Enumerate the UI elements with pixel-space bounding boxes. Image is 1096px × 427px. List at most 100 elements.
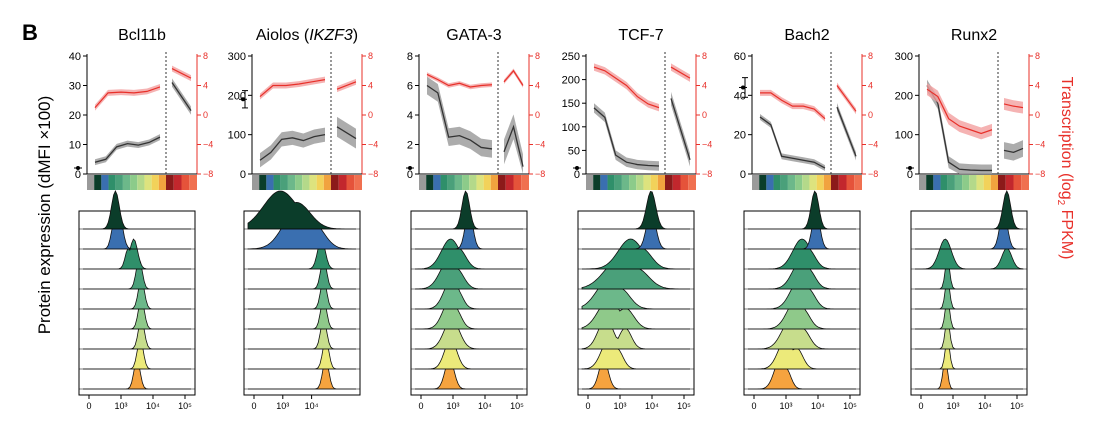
panel-title-main: GATA-3 xyxy=(446,27,502,44)
left-tick-label: 0 xyxy=(907,169,913,181)
strip-cell xyxy=(266,175,274,190)
protein-line-post xyxy=(171,82,192,111)
strip-cell xyxy=(983,175,991,190)
rna-line-post xyxy=(836,85,857,112)
right-tick-label: 8 xyxy=(702,51,707,61)
hist-tick-label: 0 xyxy=(585,401,590,411)
hist-tick-label: 10⁴ xyxy=(645,401,659,411)
strip-cell xyxy=(636,175,644,190)
panel-title: Bcl11b xyxy=(118,27,166,44)
left-tick-label: 100 xyxy=(562,122,580,134)
strip-cell xyxy=(933,175,941,190)
right-tick-label: −4 xyxy=(868,140,878,150)
panel-title-main: Bach2 xyxy=(784,27,829,44)
hist-tick-label: 0 xyxy=(418,401,423,411)
strip-cell xyxy=(831,175,839,190)
histogram-row xyxy=(83,238,191,270)
strip-cell xyxy=(273,175,281,190)
left-tick-label: 300 xyxy=(895,51,913,63)
strip-cell xyxy=(795,175,803,190)
strip-cell xyxy=(287,175,296,190)
protein-band xyxy=(260,127,325,168)
strip-cell xyxy=(838,175,847,190)
strip-cell xyxy=(780,175,788,190)
panel-title-main: Aiolos ( xyxy=(256,27,310,44)
strip-cell xyxy=(1005,175,1014,190)
strip-cell xyxy=(144,175,152,190)
rna-line-post xyxy=(171,68,192,79)
strip-cell xyxy=(426,175,434,190)
strip-cell xyxy=(766,175,774,190)
strip-cell xyxy=(302,175,310,190)
right-tick-label: −4 xyxy=(1035,140,1045,150)
panel-title: Bach2 xyxy=(784,27,829,44)
right-tick-label: 4 xyxy=(1035,81,1040,91)
strip-cell xyxy=(505,175,514,190)
left-tick-label: 0 xyxy=(574,169,580,181)
hist-tick-label: 0 xyxy=(86,401,91,411)
right-tick-label: 8 xyxy=(868,51,873,61)
right-tick-label: 8 xyxy=(368,51,373,61)
strip-cell xyxy=(665,175,673,190)
protein-line-post xyxy=(336,126,357,140)
rna-line xyxy=(426,73,493,88)
left-tick-label: 30 xyxy=(69,81,81,93)
protein-line-post xyxy=(503,124,524,167)
right-tick-label: −4 xyxy=(203,140,213,150)
left-tick-label: 2 xyxy=(407,140,413,152)
left-tick-label: 40 xyxy=(734,90,746,102)
panel-4: Bach2 0 20 40 60 −8 −4 0 4 8 0 10³ 10⁴ 10⁵ xyxy=(734,27,879,411)
protein-band xyxy=(594,103,659,171)
hist-tick-label: 10⁴ xyxy=(146,401,160,411)
strip-cell xyxy=(643,175,651,190)
right-tick-label: −4 xyxy=(702,140,712,150)
panel-0: Bcl11b 0 10 20 30 40 −8 −4 0 4 8 0 10³ 10⁴ 10⁵ xyxy=(69,27,214,411)
strip-cell xyxy=(316,175,324,190)
hist-tick-label: 10⁴ xyxy=(811,401,825,411)
right-tick-label: 8 xyxy=(1035,51,1040,61)
right-tick-label: 4 xyxy=(868,81,873,91)
strip-cell xyxy=(759,175,767,190)
right-tick-label: −4 xyxy=(368,140,378,150)
panel-title-main: Runx2 xyxy=(951,27,997,44)
right-tick-label: 8 xyxy=(203,51,208,61)
strip-cell xyxy=(94,175,102,190)
strip-cell xyxy=(926,175,934,190)
hist-tick-label: 10⁴ xyxy=(978,401,992,411)
hist-tick-label: 0 xyxy=(918,401,923,411)
panel-title: GATA-3 xyxy=(446,27,502,44)
strip-cell xyxy=(586,175,594,190)
strip-cell xyxy=(440,175,448,190)
strip-cell xyxy=(447,175,455,190)
strip-cell xyxy=(919,175,927,190)
strip-cell xyxy=(846,175,855,190)
strip-cell xyxy=(809,175,817,190)
histogram-row xyxy=(582,191,690,230)
protein-band xyxy=(427,76,492,158)
strip-cell xyxy=(680,175,689,190)
protein-line xyxy=(926,85,992,172)
right-tick-label: −8 xyxy=(203,169,213,179)
histogram-frame xyxy=(743,210,861,396)
histogram-row xyxy=(83,190,191,230)
left-tick-label: 8 xyxy=(407,51,413,63)
hist-tick-label: 10⁵ xyxy=(178,401,192,411)
right-tick-label: 0 xyxy=(535,110,540,120)
strip-cell xyxy=(962,175,970,190)
histogram-row xyxy=(415,278,523,310)
strip-cell xyxy=(947,175,955,190)
hist-tick-label: 10⁵ xyxy=(843,401,857,411)
left-tick-label: 40 xyxy=(69,51,81,63)
strip-cell xyxy=(976,175,984,190)
strip-cell xyxy=(614,175,622,190)
strip-cell xyxy=(513,175,522,190)
histogram-row xyxy=(915,298,1023,330)
strip-cell xyxy=(593,175,601,190)
left-tick-label: 100 xyxy=(228,130,246,142)
panel-letter: B xyxy=(22,20,38,45)
right-tick-label: −8 xyxy=(535,169,545,179)
left-tick-label: 6 xyxy=(407,81,413,93)
